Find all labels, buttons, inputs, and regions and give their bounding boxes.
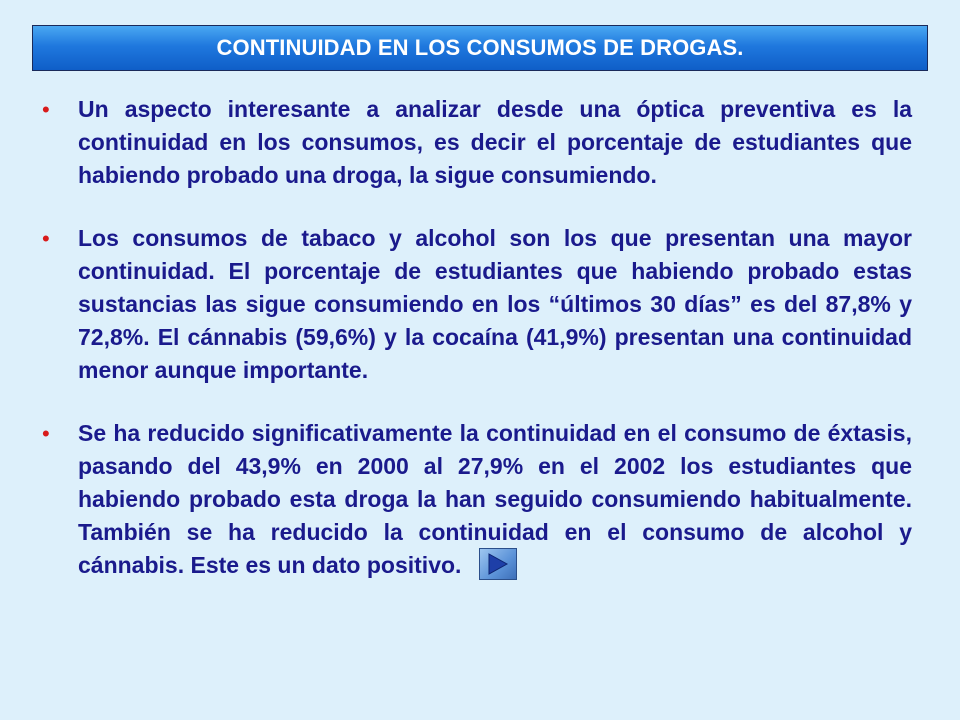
- next-slide-button[interactable]: [479, 547, 518, 580]
- play-triangle-icon: [488, 553, 509, 575]
- bullet-dot-icon: •: [42, 421, 50, 446]
- slide-title: CONTINUIDAD EN LOS CONSUMOS DE DROGAS.: [216, 35, 744, 60]
- bullet-text: Los consumos de tabaco y alcohol son los…: [78, 225, 912, 383]
- bullet-item: • Los consumos de tabaco y alcohol son l…: [40, 222, 912, 387]
- bullet-text-content: Se ha reducido significativamente la con…: [78, 420, 912, 578]
- bullet-text: Se ha reducido significativamente la con…: [78, 417, 912, 583]
- bullet-text: Un aspecto interesante a analizar desde …: [78, 96, 912, 188]
- bullet-dot-icon: •: [42, 97, 50, 122]
- slide-title-bar: CONTINUIDAD EN LOS CONSUMOS DE DROGAS.: [32, 25, 928, 71]
- bullet-item: • Se ha reducido significativamente la c…: [40, 417, 912, 583]
- bullet-dot-icon: •: [42, 226, 50, 251]
- bullet-item: • Un aspecto interesante a analizar desd…: [40, 93, 912, 192]
- slide-content: • Un aspecto interesante a analizar desd…: [40, 93, 912, 613]
